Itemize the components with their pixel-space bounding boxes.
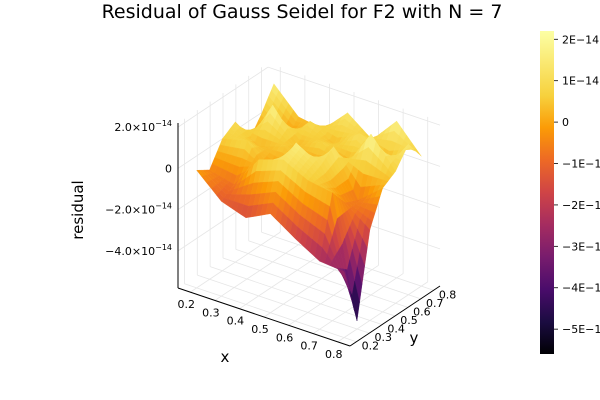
axes-lines (177, 123, 441, 347)
colorbar-tick-label: 1E−14 (562, 75, 599, 88)
z-axis-label: residual (69, 180, 87, 239)
colorbar-tick-label: −5E−14 (562, 323, 600, 336)
colorbar-tick-label: 2E−14 (562, 33, 599, 46)
surface-mesh (196, 83, 422, 321)
x-tick-label: 0.8 (325, 348, 343, 361)
surface-patch (338, 269, 347, 282)
z-tick-label: −4.0×10−14 (105, 243, 172, 258)
y-tick-label: 0.2 (362, 340, 380, 353)
x-tick-labels: 0.2 0.3 0.4 0.5 0.6 0.7 0.8 (178, 298, 343, 361)
y-tick-label: 0.4 (387, 323, 405, 336)
x-axis-label: x (221, 348, 230, 366)
colorbar-tick-label: 0 (562, 116, 569, 129)
colorbar-tick-label: −4E−14 (562, 282, 600, 295)
x-tick-label: 0.5 (251, 323, 269, 336)
colorbar-tick-label: −1E−14 (562, 158, 600, 171)
z-tick-label: 2.0×10−14 (114, 119, 172, 134)
y-tick-label: 0.7 (426, 297, 444, 310)
chart-title: Residual of Gauss Seidel for F2 with N =… (102, 1, 503, 23)
y-tick-labels: 0.20.30.40.50.60.70.8 (362, 288, 457, 352)
colorbar-ticks: 2E−14 1E−14 0 −1E−14 −2E−14 −3E−14 −4E−14 −5E−1… (554, 33, 600, 336)
y-tick-label: 0.8 (439, 288, 457, 301)
y-tick-label: 0.6 (413, 305, 431, 318)
colorbar (540, 31, 554, 354)
x-tick-label: 0.6 (276, 331, 294, 344)
x-tick-label: 0.2 (178, 298, 196, 311)
x-tick-label: 0.3 (202, 306, 220, 319)
colorbar-tick-label: −3E−14 (562, 240, 600, 253)
x-tick-label: 0.4 (227, 315, 245, 328)
y-axis-label: y (410, 329, 419, 347)
z-tick-label: −2.0×10−14 (105, 202, 172, 217)
colorbar-tick-label: −2E−14 (562, 199, 600, 212)
x-tick-label: 0.7 (300, 340, 318, 353)
z-tick-label: 0 (165, 162, 172, 175)
z-tick-labels: 2.0×10−14 0 −2.0×10−14 −4.0×10−14 (105, 119, 172, 258)
y-tick-label: 0.3 (375, 331, 393, 344)
y-tick-label: 0.5 (400, 314, 418, 327)
